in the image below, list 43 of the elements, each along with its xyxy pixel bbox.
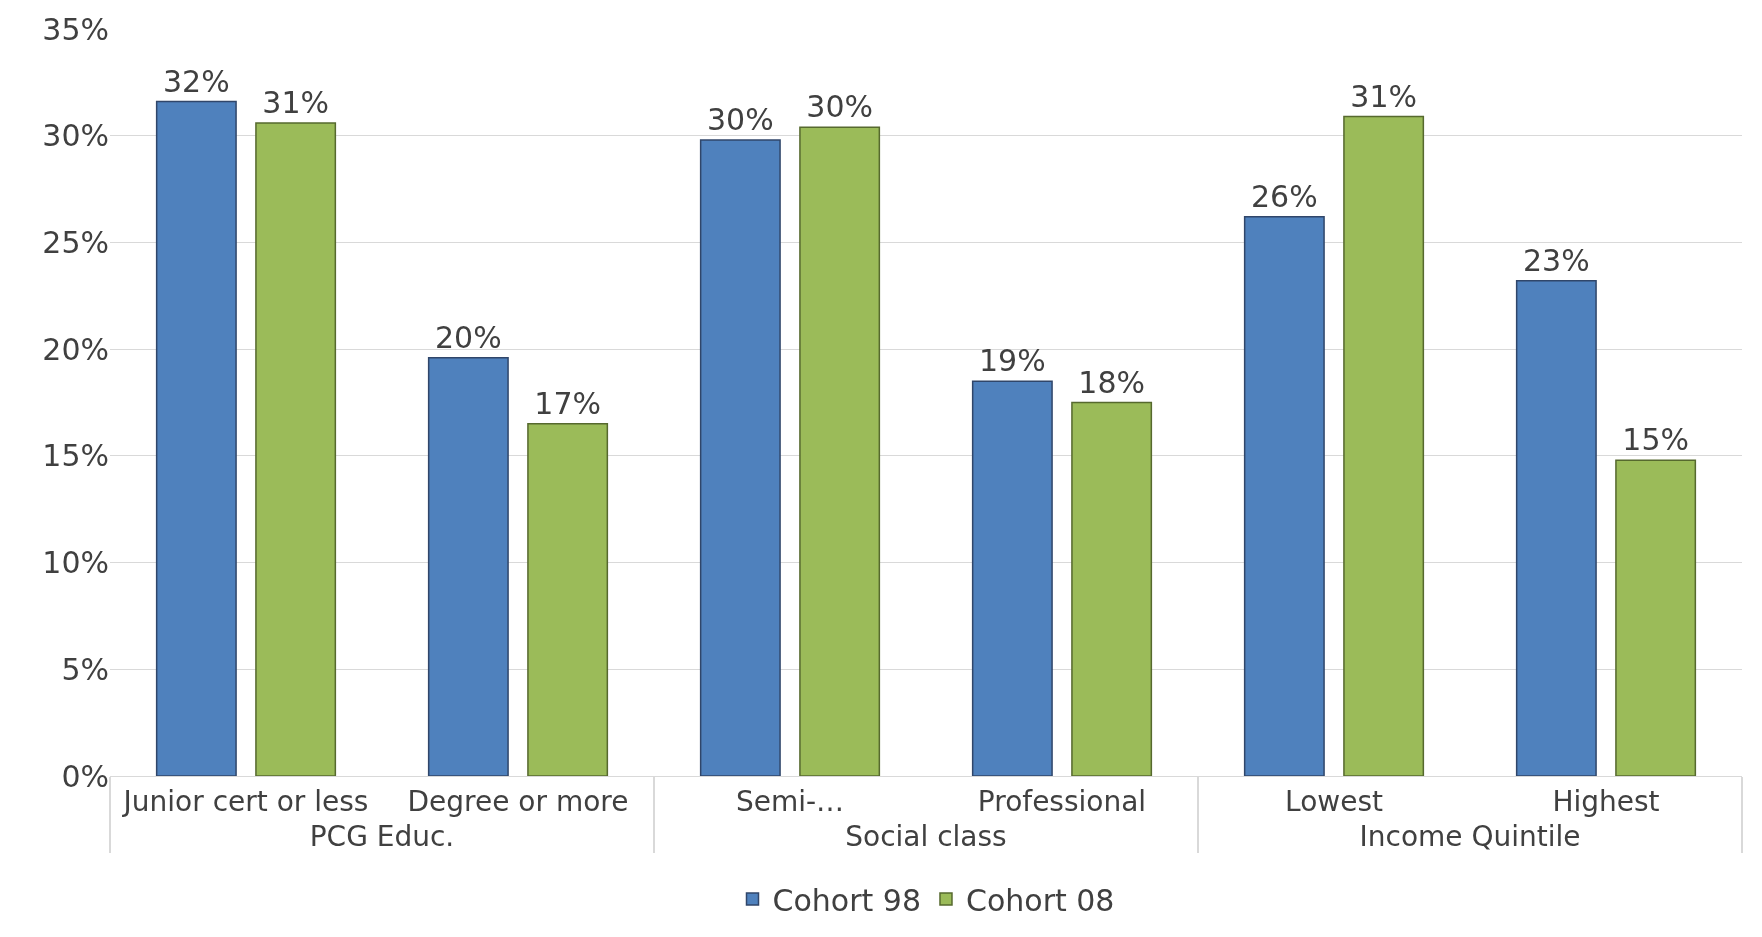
data-label: 31% <box>262 84 329 120</box>
legend-label: Cohort 08 <box>965 882 1115 918</box>
bar <box>971 380 1053 776</box>
x-tick-label: Lowest <box>1285 784 1383 818</box>
bar <box>427 356 509 776</box>
bar <box>1343 115 1425 776</box>
x-tick-label: Junior cert or less <box>121 784 369 818</box>
data-label: 23% <box>1523 242 1590 278</box>
bar <box>1071 401 1153 776</box>
y-tick-label: 30% <box>42 118 109 154</box>
bar <box>1615 459 1697 776</box>
y-tick-label: 5% <box>61 651 109 687</box>
data-label: 26% <box>1251 178 1318 214</box>
y-tick-label: 0% <box>61 758 109 794</box>
bar <box>699 139 781 776</box>
bar <box>527 423 609 776</box>
bar <box>799 126 881 776</box>
legend-label: Cohort 98 <box>772 882 921 918</box>
y-tick-label: 25% <box>42 224 109 260</box>
bar <box>255 122 337 776</box>
text: PCG Educ. <box>309 819 455 853</box>
data-label: 31% <box>1350 78 1417 114</box>
text: Social class <box>845 819 1007 853</box>
text: Income Quintile <box>1359 819 1581 853</box>
data-label: 19% <box>979 343 1046 379</box>
data-label: 32% <box>163 63 230 99</box>
data-label: 30% <box>707 101 774 137</box>
y-tick-label: 20% <box>42 331 109 367</box>
bar <box>155 100 237 776</box>
y-tick-label: 35% <box>42 11 109 47</box>
x-tick-label: Highest <box>1552 784 1660 818</box>
data-label: 15% <box>1622 422 1689 458</box>
y-tick-label: 10% <box>42 545 109 581</box>
bar <box>1515 280 1597 776</box>
x-tick-label: Professional <box>977 784 1147 818</box>
data-label: 17% <box>534 385 601 421</box>
bar <box>1243 216 1325 776</box>
data-label: 18% <box>1078 364 1145 400</box>
x-tick-label: Semi-… <box>735 784 845 818</box>
x-tick-label: Degree or more <box>407 784 629 818</box>
y-tick-label: 15% <box>42 438 109 474</box>
data-label: 20% <box>435 319 502 355</box>
data-label: 30% <box>806 89 873 125</box>
